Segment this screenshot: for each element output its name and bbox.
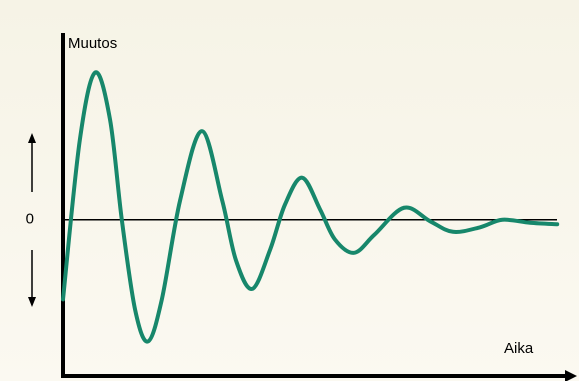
line [61, 70, 560, 344]
up-arrow [28, 133, 36, 192]
x-axis-arrow [565, 370, 577, 381]
y-tick-label: 0 [26, 211, 34, 228]
x-axis-label: Aika [504, 340, 534, 357]
y-axis-label: Muutos [68, 35, 117, 52]
down-arrow [28, 250, 36, 307]
